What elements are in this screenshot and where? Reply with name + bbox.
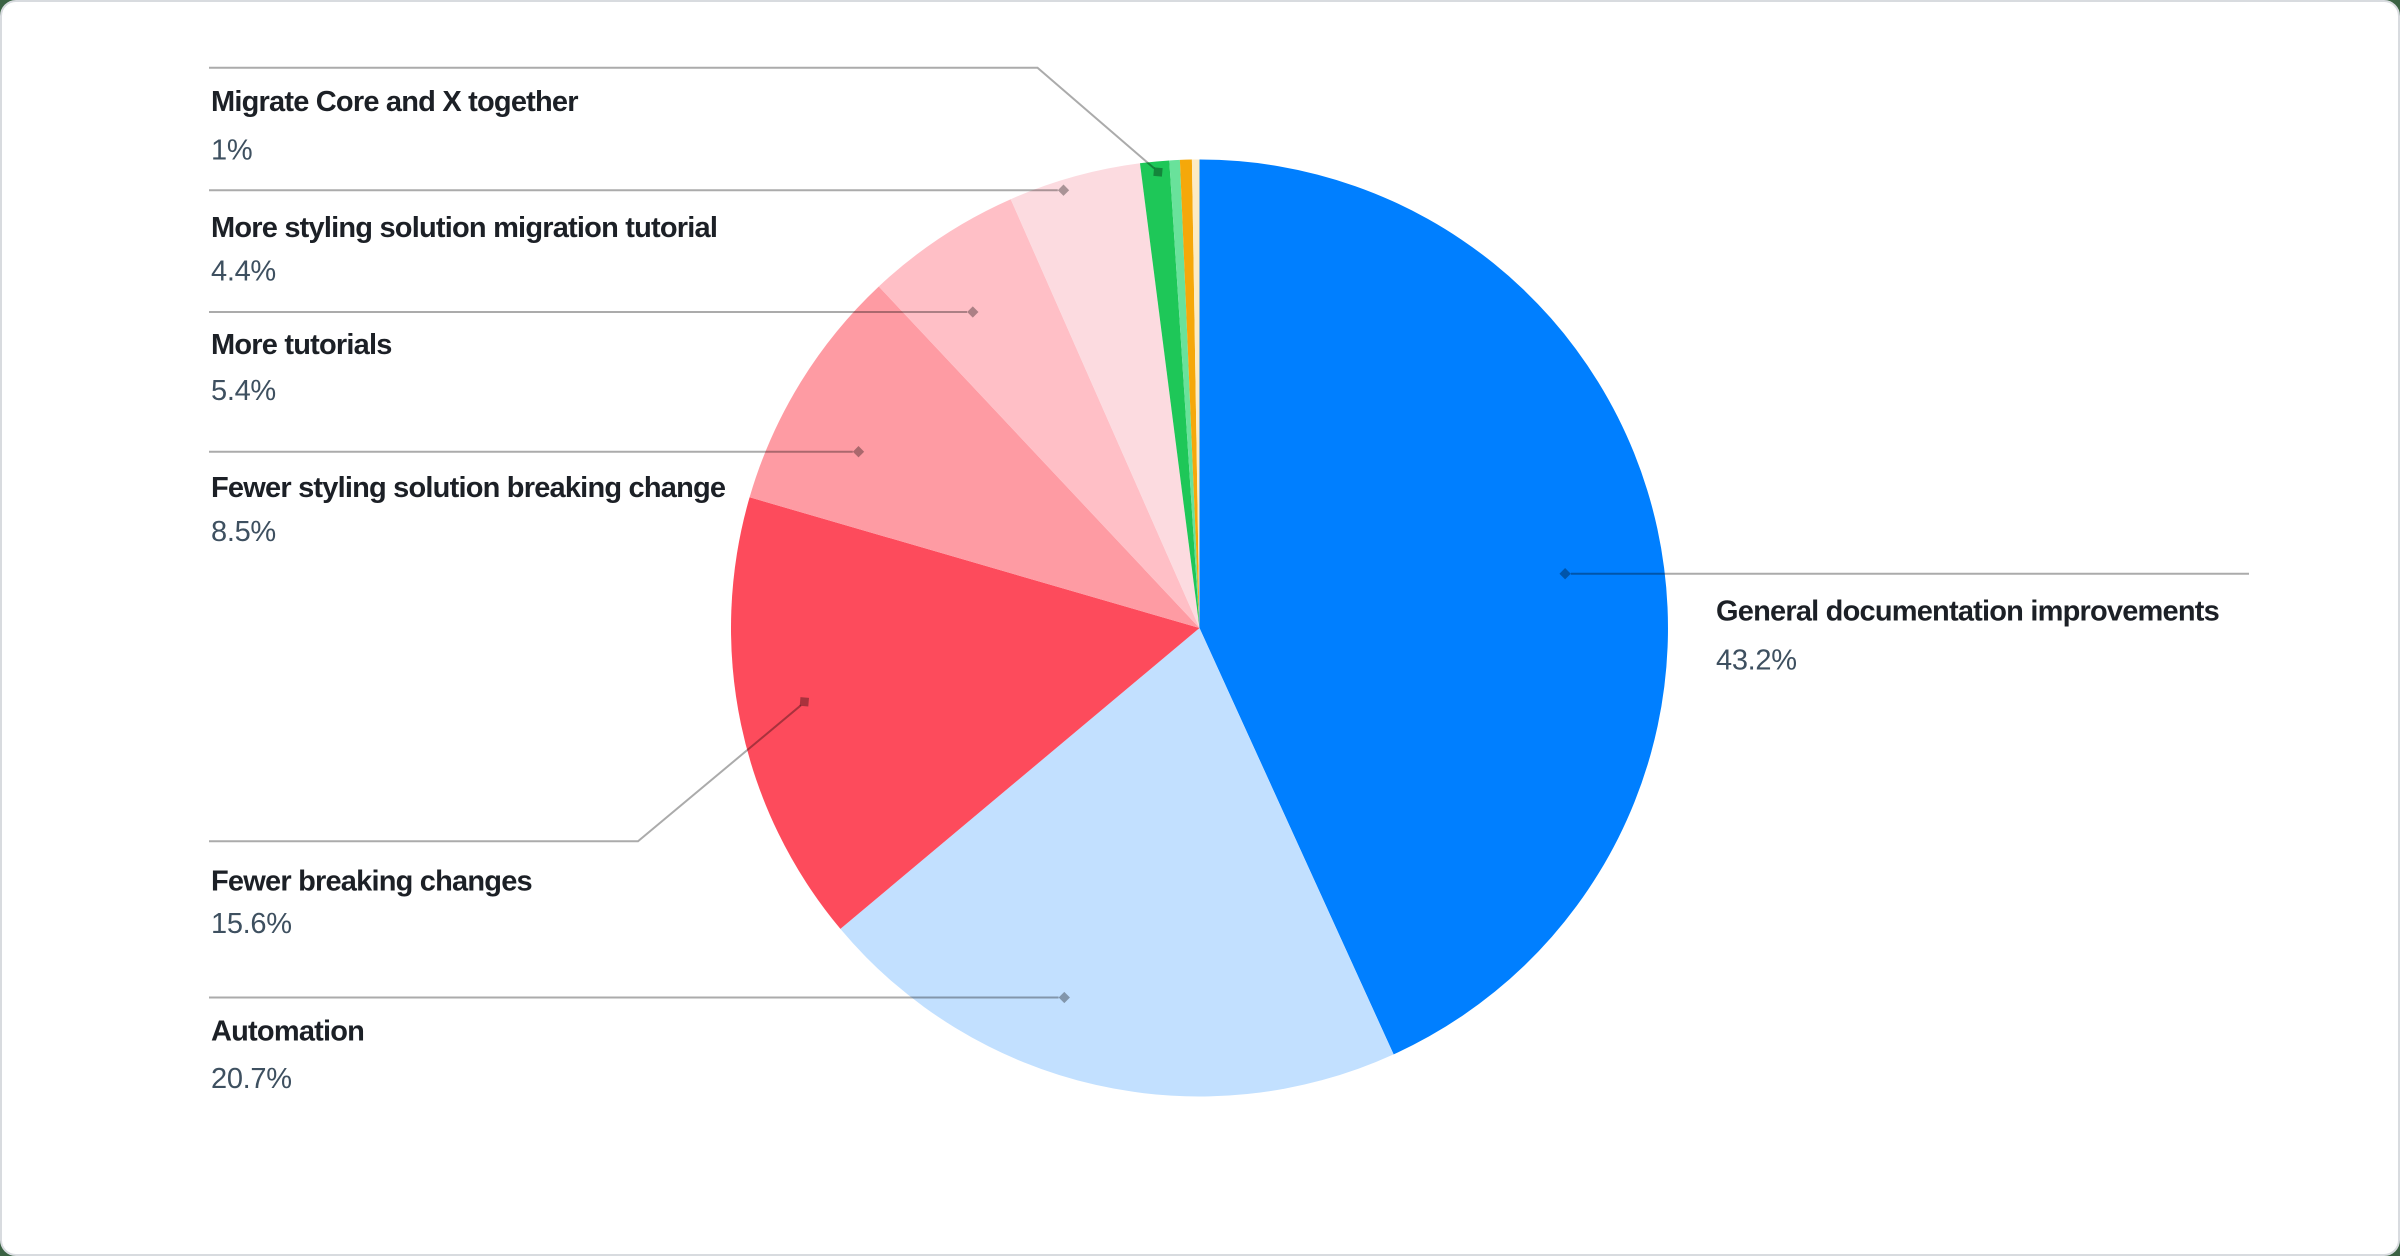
svg-text:4.4%: 4.4% [211, 256, 276, 288]
svg-text:Automation: Automation [211, 1015, 364, 1047]
svg-text:1%: 1% [211, 135, 252, 167]
svg-text:20.7%: 20.7% [211, 1063, 292, 1095]
svg-text:General documentation improvem: General documentation improvements [1716, 596, 2219, 628]
svg-text:15.6%: 15.6% [211, 908, 292, 940]
svg-text:Fewer styling solution breakin: Fewer styling solution breaking change [211, 472, 726, 504]
svg-text:More tutorials: More tutorials [211, 329, 392, 361]
svg-text:Fewer breaking changes: Fewer breaking changes [211, 865, 532, 897]
svg-text:5.4%: 5.4% [211, 375, 276, 407]
svg-text:43.2%: 43.2% [1716, 644, 1797, 676]
svg-text:More styling solution migratio: More styling solution migration tutorial [211, 212, 717, 244]
svg-text:Migrate Core and X together: Migrate Core and X together [211, 86, 578, 118]
svg-text:8.5%: 8.5% [211, 516, 276, 548]
